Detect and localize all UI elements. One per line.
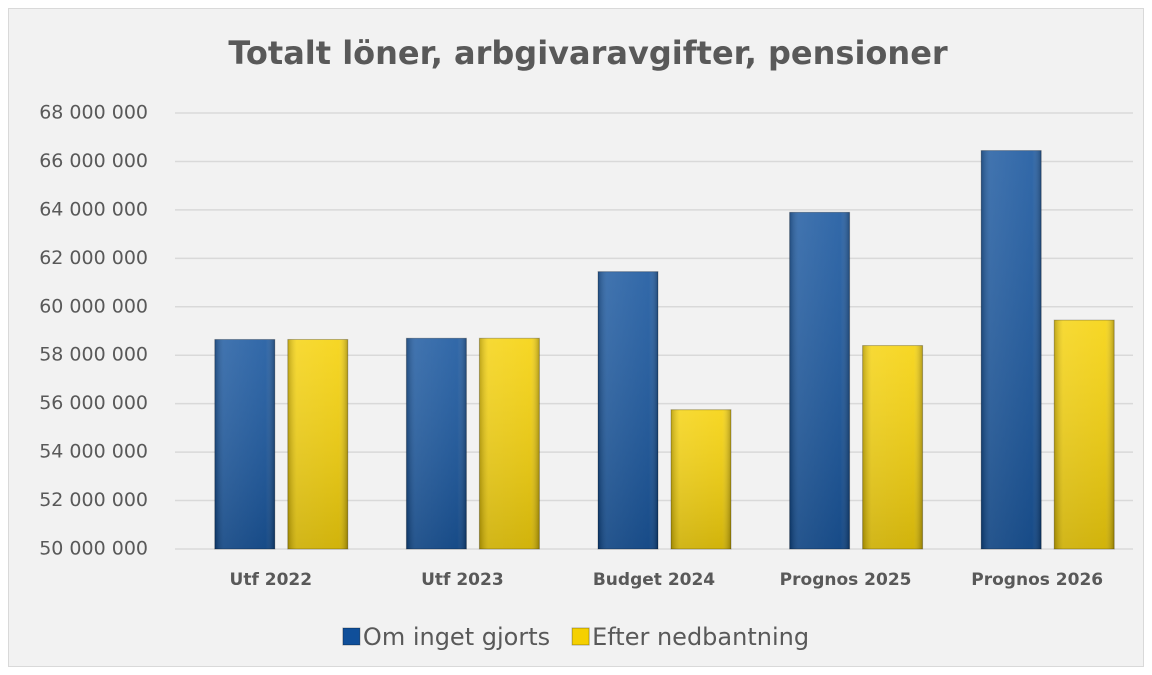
y-tick-label: 64 000 000 <box>39 198 148 220</box>
bar-shade <box>789 211 851 550</box>
x-tick-label: Budget 2024 <box>593 570 715 590</box>
bar-shade <box>478 337 540 550</box>
bar-shade <box>980 150 1042 550</box>
bar-shade <box>670 409 732 550</box>
y-tick-label: 52 000 000 <box>39 489 148 511</box>
bar-shade <box>597 271 659 550</box>
y-tick-label: 66 000 000 <box>39 150 148 172</box>
legend-label: Om inget gjorts <box>363 623 550 651</box>
bar-shade <box>405 337 467 550</box>
x-tick-label: Utf 2022 <box>230 570 313 590</box>
bar-shade <box>214 338 276 550</box>
legend-marker <box>342 627 361 646</box>
chart-title: Totalt löner, arbgivaravgifter, pensione… <box>228 34 948 72</box>
bar-shade <box>287 338 349 550</box>
x-tick-label: Prognos 2025 <box>780 570 912 590</box>
bar-shade <box>862 345 924 550</box>
y-tick-label: 54 000 000 <box>39 441 148 463</box>
x-tick-label: Prognos 2026 <box>971 570 1103 590</box>
y-tick-label: 58 000 000 <box>39 344 148 366</box>
y-tick-label: 60 000 000 <box>39 295 148 317</box>
y-tick-label: 50 000 000 <box>39 538 148 560</box>
x-tick-label: Utf 2023 <box>421 570 504 590</box>
y-tick-label: 62 000 000 <box>39 247 148 269</box>
y-tick-label: 56 000 000 <box>39 392 148 414</box>
legend-label: Efter nedbantning <box>592 623 809 651</box>
bar-shade <box>1053 319 1115 550</box>
y-tick-label: 68 000 000 <box>39 102 148 124</box>
chart-area <box>8 8 1144 667</box>
legend-marker <box>571 627 590 646</box>
